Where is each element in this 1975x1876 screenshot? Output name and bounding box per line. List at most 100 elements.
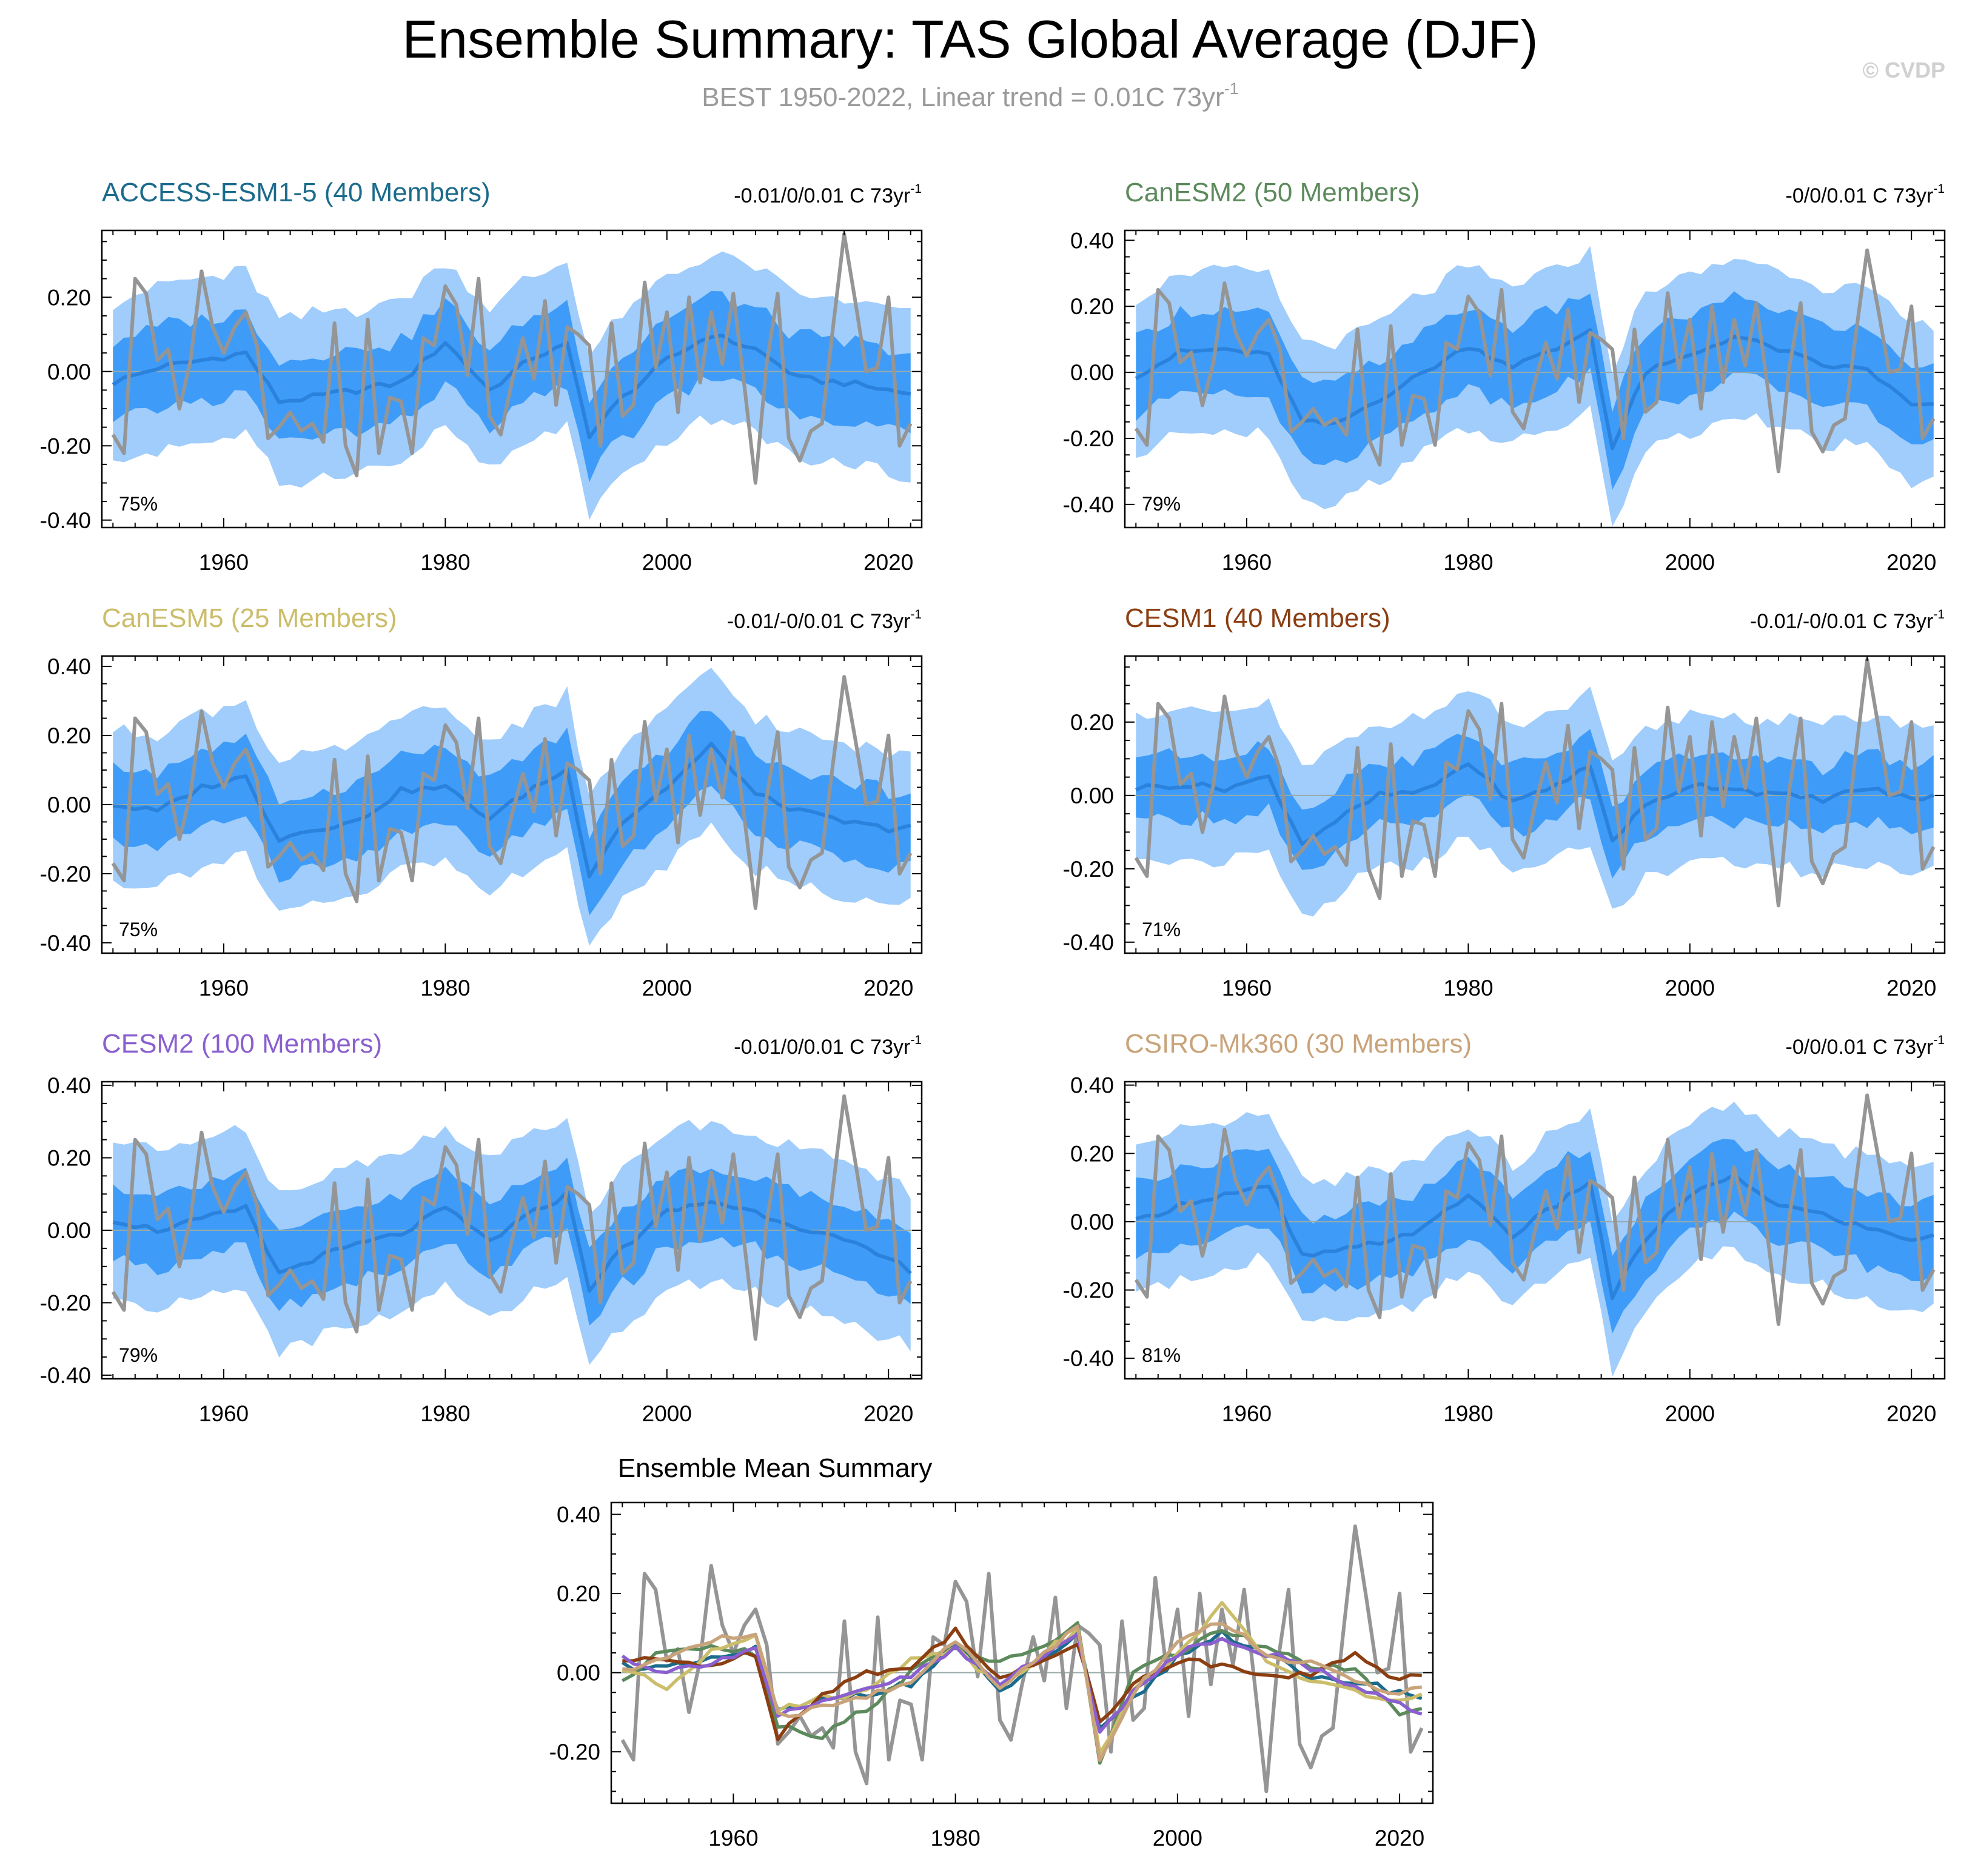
y-tick-label: 0.00 <box>47 360 91 384</box>
panel-title: Ensemble Mean Summary <box>618 1453 932 1483</box>
trend-superscript: -1 <box>910 182 922 196</box>
panel-trend: -0/0/0.01 C 73yr-1 <box>1786 182 1945 207</box>
x-tick-label: 2000 <box>1665 976 1715 1000</box>
trend-text: -0.01/-0/0.01 C 73yr <box>727 610 910 633</box>
panel-access-em1-5: 1960 1980 2000 2020 0.20 0.00 -0.20 -0.40 ACCESS… <box>40 178 923 575</box>
y-tick-label: 0.20 <box>47 1145 91 1170</box>
y-tick-label: 0.00 <box>1070 783 1114 808</box>
panel-title: CSIRO-Mk360 (30 Members) <box>1125 1029 1472 1059</box>
y-tick-label: 0.00 <box>1070 360 1114 385</box>
panel-ensemble-mean-summary: 1960 1980 2000 2020 0.40 0.20 0.00 -0.20 Ensembl… <box>549 1453 1434 1851</box>
x-tick-label: 2020 <box>863 1401 913 1426</box>
x-tick-label: 1980 <box>930 1826 980 1851</box>
ensemble-mean-line <box>112 333 911 440</box>
trend-superscript: -1 <box>910 1033 922 1047</box>
cvdp-watermark: © CVDP <box>1862 58 1945 82</box>
y-tick-label: 0.20 <box>1070 710 1114 735</box>
ensemble-mean-line <box>1135 1173 1934 1301</box>
panel-title: CanESM5 (25 Members) <box>102 603 397 633</box>
percent-label: 75% <box>119 919 158 940</box>
subtitle-text: BEST 1950-2022, Linear trend = 0.01C 73y… <box>702 82 1224 112</box>
x-tick-label: 1960 <box>199 550 249 575</box>
panel-canesm5: 1960 1980 2000 2020 0.40 0.20 0.00 -0.20 -0.40 Ca… <box>40 603 923 1000</box>
y-tick-label: 0.00 <box>47 1218 91 1243</box>
observation-line <box>111 675 913 910</box>
ensemble-mean-line <box>1135 328 1934 451</box>
panel-title: ACCESS-ESM1-5 (40 Members) <box>102 178 491 207</box>
panel-canesm2: 1960 1980 2000 2020 0.40 0.20 0.00 -0.20 -0.40 Ca… <box>1063 178 1946 575</box>
x-tick-label: 1980 <box>1443 550 1493 575</box>
trend-text: -0.01/0/0.01 C 73yr <box>734 1036 910 1059</box>
percent-label: 71% <box>1142 919 1181 940</box>
trend-superscript: -1 <box>910 608 922 621</box>
x-tick-label: 1980 <box>420 976 470 1000</box>
x-tick-label: 1960 <box>1222 1401 1272 1426</box>
y-tick-label: 0.40 <box>1070 228 1114 253</box>
subtitle-superscript: -1 <box>1224 79 1239 98</box>
x-tick-label: 1960 <box>708 1826 758 1851</box>
x-tick-label: 2020 <box>1375 1826 1424 1851</box>
ensemble-mean-line <box>1135 762 1934 846</box>
trend-superscript: -1 <box>1933 1033 1945 1047</box>
y-tick-label: 0.40 <box>47 654 91 679</box>
y-tick-label: 0.20 <box>47 285 91 310</box>
percent-label: 79% <box>1142 493 1181 515</box>
x-tick-label: 1980 <box>1443 976 1493 1000</box>
ensemble-mean-line <box>113 742 911 879</box>
trend-text: -0/0/0.01 C 73yr <box>1786 1036 1934 1059</box>
y-tick-label: -0.20 <box>40 434 91 458</box>
y-tick-label: 0.00 <box>47 792 91 817</box>
percent-label: 75% <box>119 493 158 515</box>
y-tick-label: -0.20 <box>1063 426 1114 451</box>
panel-trend: -0.01/-0/0.01 C 73yr-1 <box>1750 608 1945 633</box>
trend-superscript: -1 <box>1933 608 1945 621</box>
y-tick-label: -0.40 <box>40 931 91 956</box>
panel-trend: -0.01/0/0.01 C 73yr-1 <box>734 182 922 207</box>
x-tick-label: 2020 <box>863 550 913 575</box>
y-tick-label: -0.20 <box>40 1291 91 1316</box>
panels: 1960 1980 2000 2020 0.20 0.00 -0.20 -0.40 ACCESS… <box>40 178 1946 1851</box>
x-tick-label: 2000 <box>642 976 692 1000</box>
y-tick-label: 0.40 <box>557 1502 600 1527</box>
x-tick-label: 1960 <box>199 1401 249 1426</box>
x-tick-label: 2000 <box>1665 1401 1715 1426</box>
x-tick-label: 1960 <box>1222 550 1272 575</box>
y-tick-label: -0.40 <box>40 1363 91 1388</box>
observation-line <box>1134 1093 1936 1326</box>
y-tick-label: -0.40 <box>1063 492 1114 517</box>
trend-text: -0.01/0/0.01 C 73yr <box>734 184 910 207</box>
x-tick-label: 2000 <box>642 550 692 575</box>
y-tick-label: -0.20 <box>1063 857 1114 882</box>
y-tick-label: -0.20 <box>1063 1278 1114 1303</box>
figure-subtitle: BEST 1950-2022, Linear trend = 0.01C 73y… <box>702 79 1238 112</box>
y-tick-label: 0.00 <box>557 1661 600 1686</box>
trend-text: -0/0/0.01 C 73yr <box>1786 184 1934 207</box>
x-tick-label: 1960 <box>199 976 249 1000</box>
x-tick-label: 2000 <box>1665 550 1715 575</box>
panel-cesm1: 1960 1980 2000 2020 0.20 0.00 -0.20 -0.40 CESM1 … <box>1063 603 1946 1000</box>
y-tick-label: 0.00 <box>1070 1210 1114 1234</box>
y-tick-label: -0.40 <box>1063 930 1114 955</box>
x-tick-label: 2020 <box>1886 550 1936 575</box>
panel-trend: -0.01/-0/0.01 C 73yr-1 <box>727 608 922 633</box>
ensemble-mean-line-cesm2 <box>621 1632 1423 1734</box>
y-tick-label: 0.40 <box>47 1073 91 1098</box>
percent-label: 79% <box>119 1344 158 1366</box>
observation-line <box>1134 658 1936 908</box>
x-tick-label: 2000 <box>642 1401 692 1426</box>
y-tick-label: -0.20 <box>549 1740 600 1764</box>
x-tick-label: 1980 <box>420 1401 470 1426</box>
y-tick-label: 0.20 <box>1070 294 1114 319</box>
ensemble-mean-line-csiro-mk360 <box>622 1622 1422 1762</box>
figure-title: Ensemble Summary: TAS Global Average (DJ… <box>402 9 1538 69</box>
observation-line <box>1134 248 1936 474</box>
y-tick-label: -0.20 <box>40 862 91 886</box>
x-tick-label: 2000 <box>1153 1826 1202 1851</box>
y-tick-label: -0.40 <box>1063 1346 1114 1371</box>
observation-line <box>620 1524 1424 1794</box>
panel-cesm2: 1960 1980 2000 2020 0.40 0.20 0.00 -0.20 -0.40 CE… <box>40 1029 923 1426</box>
inner-spread-band <box>1136 291 1934 490</box>
y-tick-label: 0.20 <box>47 723 91 748</box>
panel-title: CESM1 (40 Members) <box>1125 603 1390 633</box>
